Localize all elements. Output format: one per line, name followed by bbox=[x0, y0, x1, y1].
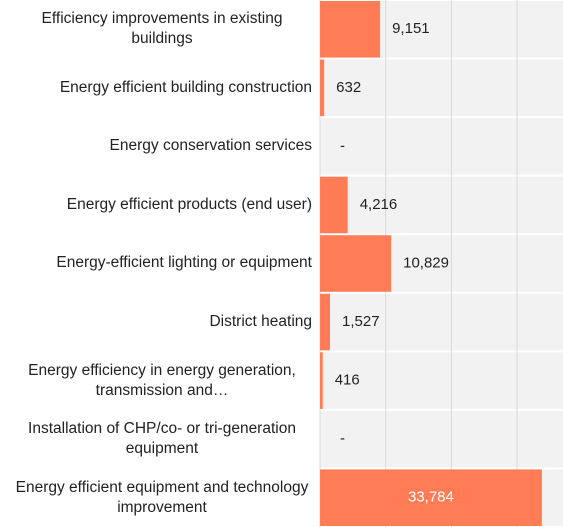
row-background bbox=[320, 59, 563, 117]
y-tick-label: Efficiency improvements in existing buil… bbox=[0, 0, 312, 59]
value-label: 4,216 bbox=[360, 196, 398, 213]
category-text: Energy efficient building construction bbox=[59, 78, 312, 96]
y-tick-label: Installation of CHP/co- or tri-generatio… bbox=[0, 410, 312, 469]
bar bbox=[320, 352, 323, 409]
value-label: 9,151 bbox=[392, 20, 430, 37]
y-tick-label: Energy efficiency in energy generation, … bbox=[0, 351, 312, 410]
value-label: 1,527 bbox=[342, 313, 380, 330]
category-text: District heating bbox=[209, 313, 312, 331]
value-label: - bbox=[340, 430, 345, 447]
category-text: Energy efficiency in energy generation, … bbox=[28, 361, 296, 399]
y-tick-label: Energy efficient building construction bbox=[0, 59, 312, 118]
row-background bbox=[320, 410, 563, 468]
y-tick-label: Energy conservation services bbox=[0, 117, 312, 176]
category-text: Energy conservation services bbox=[109, 137, 312, 155]
bar bbox=[320, 176, 348, 234]
value-label: 10,829 bbox=[403, 254, 449, 271]
y-tick-label: Energy efficient equipment and technolog… bbox=[0, 468, 312, 527]
value-label: 632 bbox=[336, 79, 361, 96]
category-text: Energy efficient equipment and technolog… bbox=[15, 478, 309, 516]
y-tick-label: Energy efficient products (end user) bbox=[0, 176, 312, 235]
category-text: Energy-efficient lighting or equipment bbox=[56, 254, 312, 272]
bar bbox=[320, 293, 331, 351]
row-background bbox=[320, 118, 563, 175]
value-label: - bbox=[340, 137, 345, 154]
category-text: Efficiency improvements in existing buil… bbox=[41, 10, 283, 48]
value-label: 416 bbox=[335, 372, 360, 389]
category-text: Energy efficient products (end user) bbox=[66, 195, 312, 213]
bar bbox=[320, 469, 542, 526]
y-tick-label: Energy-efficient lighting or equipment bbox=[0, 234, 312, 293]
bar bbox=[320, 1, 381, 58]
y-tick-label: District heating bbox=[0, 293, 312, 352]
bar bbox=[320, 235, 392, 292]
row-background bbox=[320, 293, 563, 351]
value-label: 33,784 bbox=[408, 489, 454, 506]
category-text: Installation of CHP/co- or tri-generatio… bbox=[28, 420, 296, 458]
row-background bbox=[320, 352, 563, 409]
row-background bbox=[320, 176, 563, 234]
bar bbox=[320, 59, 325, 117]
